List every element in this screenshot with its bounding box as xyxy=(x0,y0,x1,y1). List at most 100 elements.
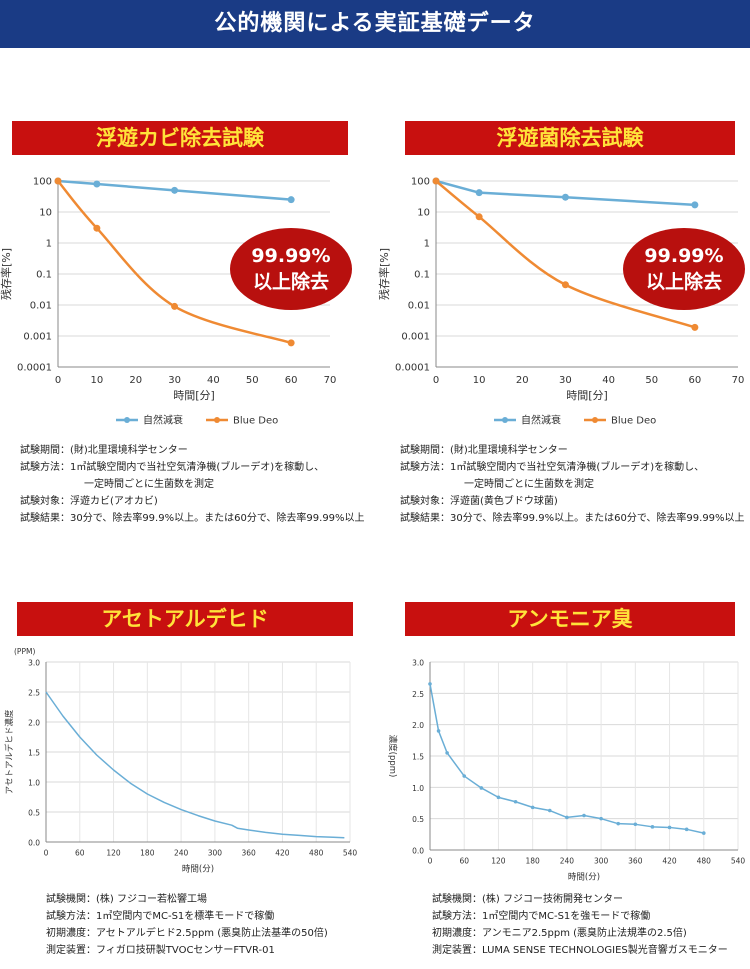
x-tick-label: 10 xyxy=(90,375,103,386)
desc-line: 試験機関：(株) フジコー技術開発センター xyxy=(432,894,623,905)
test-description-mold: 試験期間：(財)北里環境科学センター 試験方法：1㎥試験空間内で当社空気清浄機(… xyxy=(20,442,365,527)
y-tick-label: 1.0 xyxy=(28,779,40,788)
x-tick-label: 50 xyxy=(246,375,259,386)
data-point xyxy=(561,193,569,201)
data-point xyxy=(691,201,699,209)
y-tick-label: 0.1 xyxy=(36,270,52,281)
data-point xyxy=(436,729,441,733)
desc-line: 試験期間：(財)北里環境科学センター xyxy=(400,445,568,456)
y-tick-label: 0.01 xyxy=(30,301,52,312)
data-point xyxy=(475,213,483,221)
x-tick-label: 50 xyxy=(645,375,658,386)
x-tick-label: 60 xyxy=(285,375,298,386)
data-point xyxy=(530,805,535,810)
data-point xyxy=(616,821,621,826)
data-point xyxy=(684,827,689,832)
x-tick-label: 0 xyxy=(433,375,439,386)
desc-line: 試験機関：(株) フジコー若松響工場 xyxy=(46,894,207,905)
x-tick-label: 360 xyxy=(628,857,643,866)
x-tick-label: 30 xyxy=(168,375,181,386)
y-tick-label: 3.0 xyxy=(412,659,424,668)
x-tick-label: 20 xyxy=(516,375,529,386)
y-axis-label: 濃度(ppm) xyxy=(387,735,398,778)
y-tick-label: 0.0 xyxy=(28,839,40,848)
x-tick-label: 0 xyxy=(428,857,433,866)
series-line-2 xyxy=(435,180,696,329)
data-point xyxy=(565,815,569,820)
legend-marker-1 xyxy=(124,417,130,423)
x-tick-label: 120 xyxy=(106,849,121,858)
y-tick-label: 100 xyxy=(411,177,430,188)
desc-line: 測定装置：フィガロ技研製TVOCセンサーFTVR-01 xyxy=(46,945,275,956)
test-description-bacteria: 試験期間：(財)北里環境科学センター 試験方法：1㎥試験空間内で当社空気清浄機(… xyxy=(400,442,745,527)
data-point xyxy=(432,177,440,185)
y-tick-label: 0.0001 xyxy=(395,363,430,374)
desc-line: 試験期間：(財)北里環境科学センター xyxy=(20,445,188,456)
data-point xyxy=(633,822,638,827)
desc-line: 一定時間ごとに生菌数を測定 xyxy=(464,479,594,490)
x-tick-label: 420 xyxy=(662,857,677,866)
x-tick-label: 70 xyxy=(324,375,337,386)
data-point xyxy=(93,180,101,188)
badge-caption: 以上除去 xyxy=(645,271,722,293)
y-tick-label: 1 xyxy=(424,239,430,250)
data-point xyxy=(428,682,432,686)
x-tick-label: 0 xyxy=(44,849,49,858)
data-point xyxy=(547,808,552,813)
desc-line: 初期濃度：アセトアルデヒド2.5ppm (悪臭防止法基準の50倍) xyxy=(46,928,328,939)
desc-line: 一定時間ごとに生菌数を測定 xyxy=(84,479,214,490)
data-point xyxy=(93,224,101,232)
y-tick-label: 0.5 xyxy=(28,809,40,818)
y-axis-label: 残存率[%] xyxy=(377,248,391,300)
desc-line: 試験対象：浮遊菌(黄色ブドウ球菌) xyxy=(400,496,558,507)
desc-line: 試験方法：1㎥試験空間内で当社空気清浄機(ブルーデオ)を稼動し、 xyxy=(20,462,325,473)
y-tick-label: 0.01 xyxy=(408,301,430,312)
x-tick-label: 180 xyxy=(140,849,155,858)
data-point xyxy=(496,795,501,800)
badge-caption: 以上除去 xyxy=(252,271,329,293)
data-point xyxy=(582,813,586,818)
y-tick-label: 0.001 xyxy=(23,332,52,343)
data-point xyxy=(513,799,518,804)
page-title-banner: 公的機関による実証基礎データ xyxy=(0,0,750,48)
desc-line: 測定装置：LUMA SENSE TECHNOLOGIES製光音響ガスモニター xyxy=(432,945,728,956)
x-tick-label: 40 xyxy=(602,375,615,386)
x-tick-label: 60 xyxy=(75,849,85,858)
panel-title-bacteria: 浮遊菌除去試験 xyxy=(405,121,735,155)
x-tick-label: 480 xyxy=(697,857,712,866)
y-tick-label: 0.1 xyxy=(414,270,430,281)
data-point xyxy=(287,339,295,347)
data-point xyxy=(650,825,655,829)
y-tick-label: 1.5 xyxy=(412,753,424,762)
desc-line: 試験方法：1㎥空間内でMC-S1を強モードで稼働 xyxy=(432,911,651,922)
data-point xyxy=(171,186,179,194)
desc-line: 初期濃度：アンモニア2.5ppm (悪臭防止法規準の2.5倍) xyxy=(432,928,687,939)
test-description-ammonia: 試験機関：(株) フジコー技術開発センター 試験方法：1㎥空間内でMC-S1を強… xyxy=(432,891,728,959)
x-tick-label: 30 xyxy=(559,375,572,386)
y-axis-label: アセトアルデヒド濃度 xyxy=(4,709,15,794)
x-tick-label: 300 xyxy=(208,849,223,858)
x-tick-label: 540 xyxy=(343,849,358,858)
series-line-1 xyxy=(435,179,695,207)
x-tick-label: 60 xyxy=(688,375,701,386)
data-point xyxy=(445,751,449,755)
y-tick-label: 1 xyxy=(46,239,52,250)
panel-title-mold: 浮遊カビ除去試験 xyxy=(12,121,348,155)
data-point xyxy=(691,323,699,331)
acetaldehyde-chart: 3.0 2.5 2.0 1.5 1.0 0.5 0.0 0 60 120 180 240 300 360 4… xyxy=(4,647,358,875)
ammonia-chart: 3.0 2.5 2.0 1.5 1.0 0.5 0.0 0 60 120 180 240 300 360 4… xyxy=(387,659,746,883)
y-tick-label: 0.5 xyxy=(412,815,424,824)
desc-line: 試験結果：30分で、除去率99.9%以上。または60分で、除去率99.99%以上 xyxy=(20,513,365,524)
x-tick-label: 70 xyxy=(732,375,745,386)
x-tick-label: 540 xyxy=(731,857,746,866)
desc-line: 試験結果：30分で、除去率99.9%以上。または60分で、除去率99.99%以上 xyxy=(400,513,745,524)
legend-label-1: 自然減衰 xyxy=(143,414,183,427)
x-tick-label: 420 xyxy=(275,849,290,858)
data-point xyxy=(701,831,706,835)
x-tick-label: 180 xyxy=(526,857,541,866)
data-point xyxy=(479,786,484,790)
badge-percent: 99.99% xyxy=(251,245,331,267)
y-tick-label: 2.0 xyxy=(412,721,424,730)
desc-line: 試験方法：1㎥空間内でMC-S1を標準モードで稼働 xyxy=(46,911,275,922)
